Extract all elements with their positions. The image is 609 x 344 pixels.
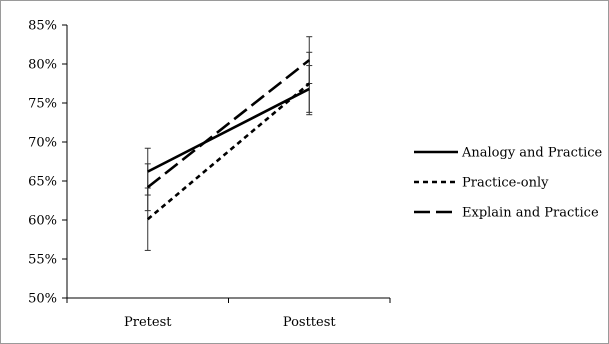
series-line: [146, 59, 311, 189]
y-tick-label: 75%: [28, 97, 57, 112]
error-bars: [144, 36, 313, 251]
legend-label: Practice-only: [462, 176, 549, 191]
axes: [66, 25, 390, 299]
y-tick-label: 70%: [28, 136, 57, 151]
series-line: [146, 82, 311, 221]
y-tick-label: 65%: [28, 175, 57, 190]
y-tick-label: 80%: [28, 58, 57, 73]
x-tick-label: Pretest: [124, 315, 172, 330]
y-tick-label: 60%: [28, 214, 57, 229]
y-ticks: 50% 55% 60% 65% 70% 75% 80% 85%: [28, 19, 67, 307]
legend-label: Analogy and Practice: [461, 146, 603, 161]
series-line: [147, 87, 310, 173]
legend: Analogy and Practice Practice-only Explain…: [414, 146, 603, 221]
y-tick-label: 50%: [28, 292, 57, 307]
y-tick-label: 55%: [28, 253, 57, 268]
x-tick-label: Posttest: [283, 315, 337, 330]
series-lines: [146, 59, 311, 221]
legend-label: Explain and Practice: [462, 206, 599, 221]
y-tick-label: 85%: [28, 19, 57, 34]
x-ticks: Pretest Posttest: [66, 298, 391, 330]
